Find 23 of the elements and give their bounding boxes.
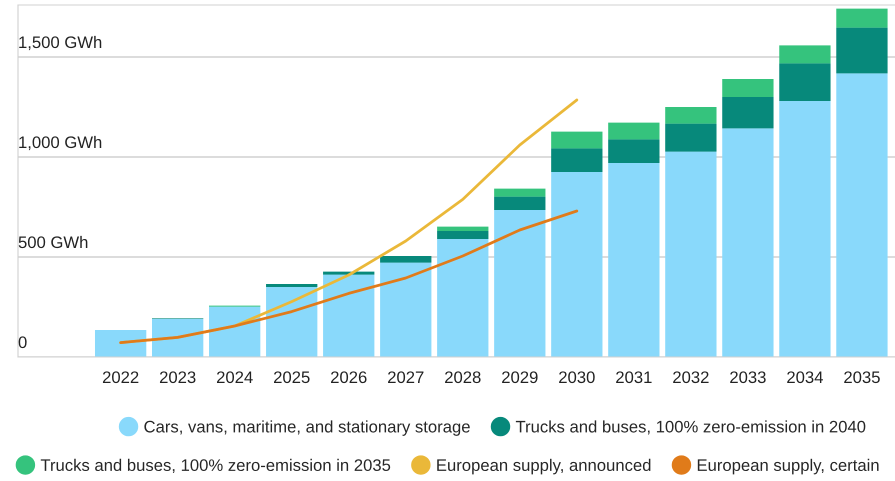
x-tick-label: 2032 [673,371,709,384]
x-tick-label: 2027 [388,371,424,384]
y-tick-label: 0 [18,336,27,348]
legend-label: Trucks and buses, 100% zero-emission in 2040 [516,420,866,435]
x-tick-label: 2033 [730,371,766,384]
x-tick-label: 2024 [216,371,253,384]
x-tick-label: 2029 [502,371,538,384]
y-tick-label: 500 GWh [18,236,88,248]
y-tick-label: 1,500 GWh [19,36,102,50]
legend-label: European supply, announced [437,458,650,474]
legend-label: Cars, vans, maritime, and stationary storage [144,420,470,436]
x-tick-label: 2026 [331,371,367,384]
x-tick-label: 2035 [844,371,880,384]
x-tick-label: 2028 [445,371,481,384]
x-tick-label: 2022 [102,371,138,384]
legend-label: Trucks and buses, 100% zero-emission in 2035 [40,458,390,474]
x-tick-label: 2025 [274,371,310,384]
y-tick-label: 1,000 GWh [19,136,102,150]
x-tick-label: 2030 [559,371,595,384]
legend-label: European supply, certain [698,458,879,474]
x-tick-label: 2023 [160,371,196,384]
x-tick-label: 2031 [616,371,652,384]
x-tick-label: 2034 [787,371,823,384]
